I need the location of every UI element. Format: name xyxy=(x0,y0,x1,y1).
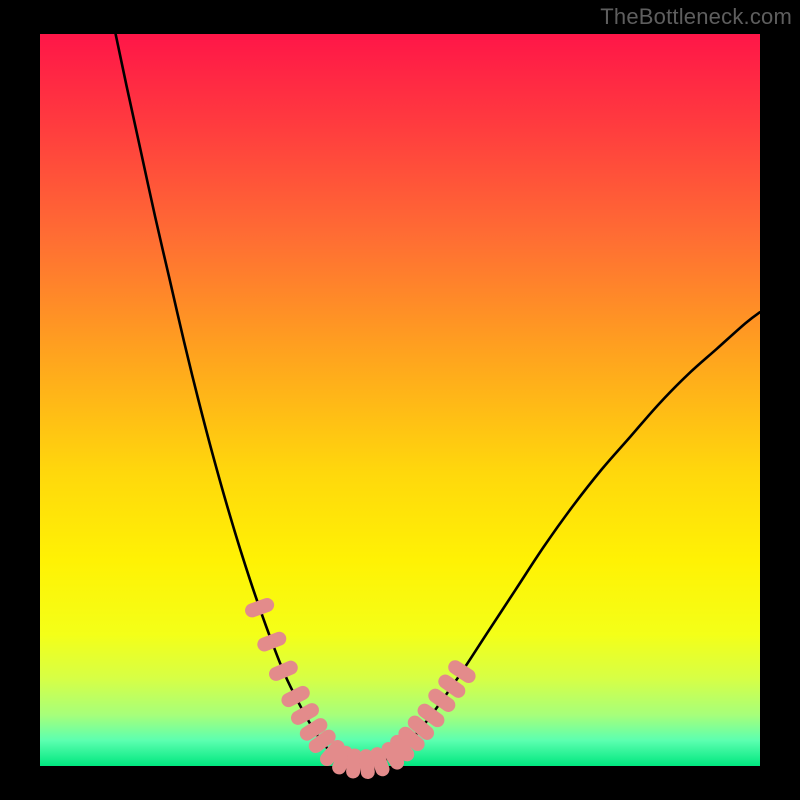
watermark-text: TheBottleneck.com xyxy=(600,4,792,30)
plot-background xyxy=(40,34,760,766)
chart-container: TheBottleneck.com xyxy=(0,0,800,800)
bottleneck-curve-chart xyxy=(0,0,800,800)
